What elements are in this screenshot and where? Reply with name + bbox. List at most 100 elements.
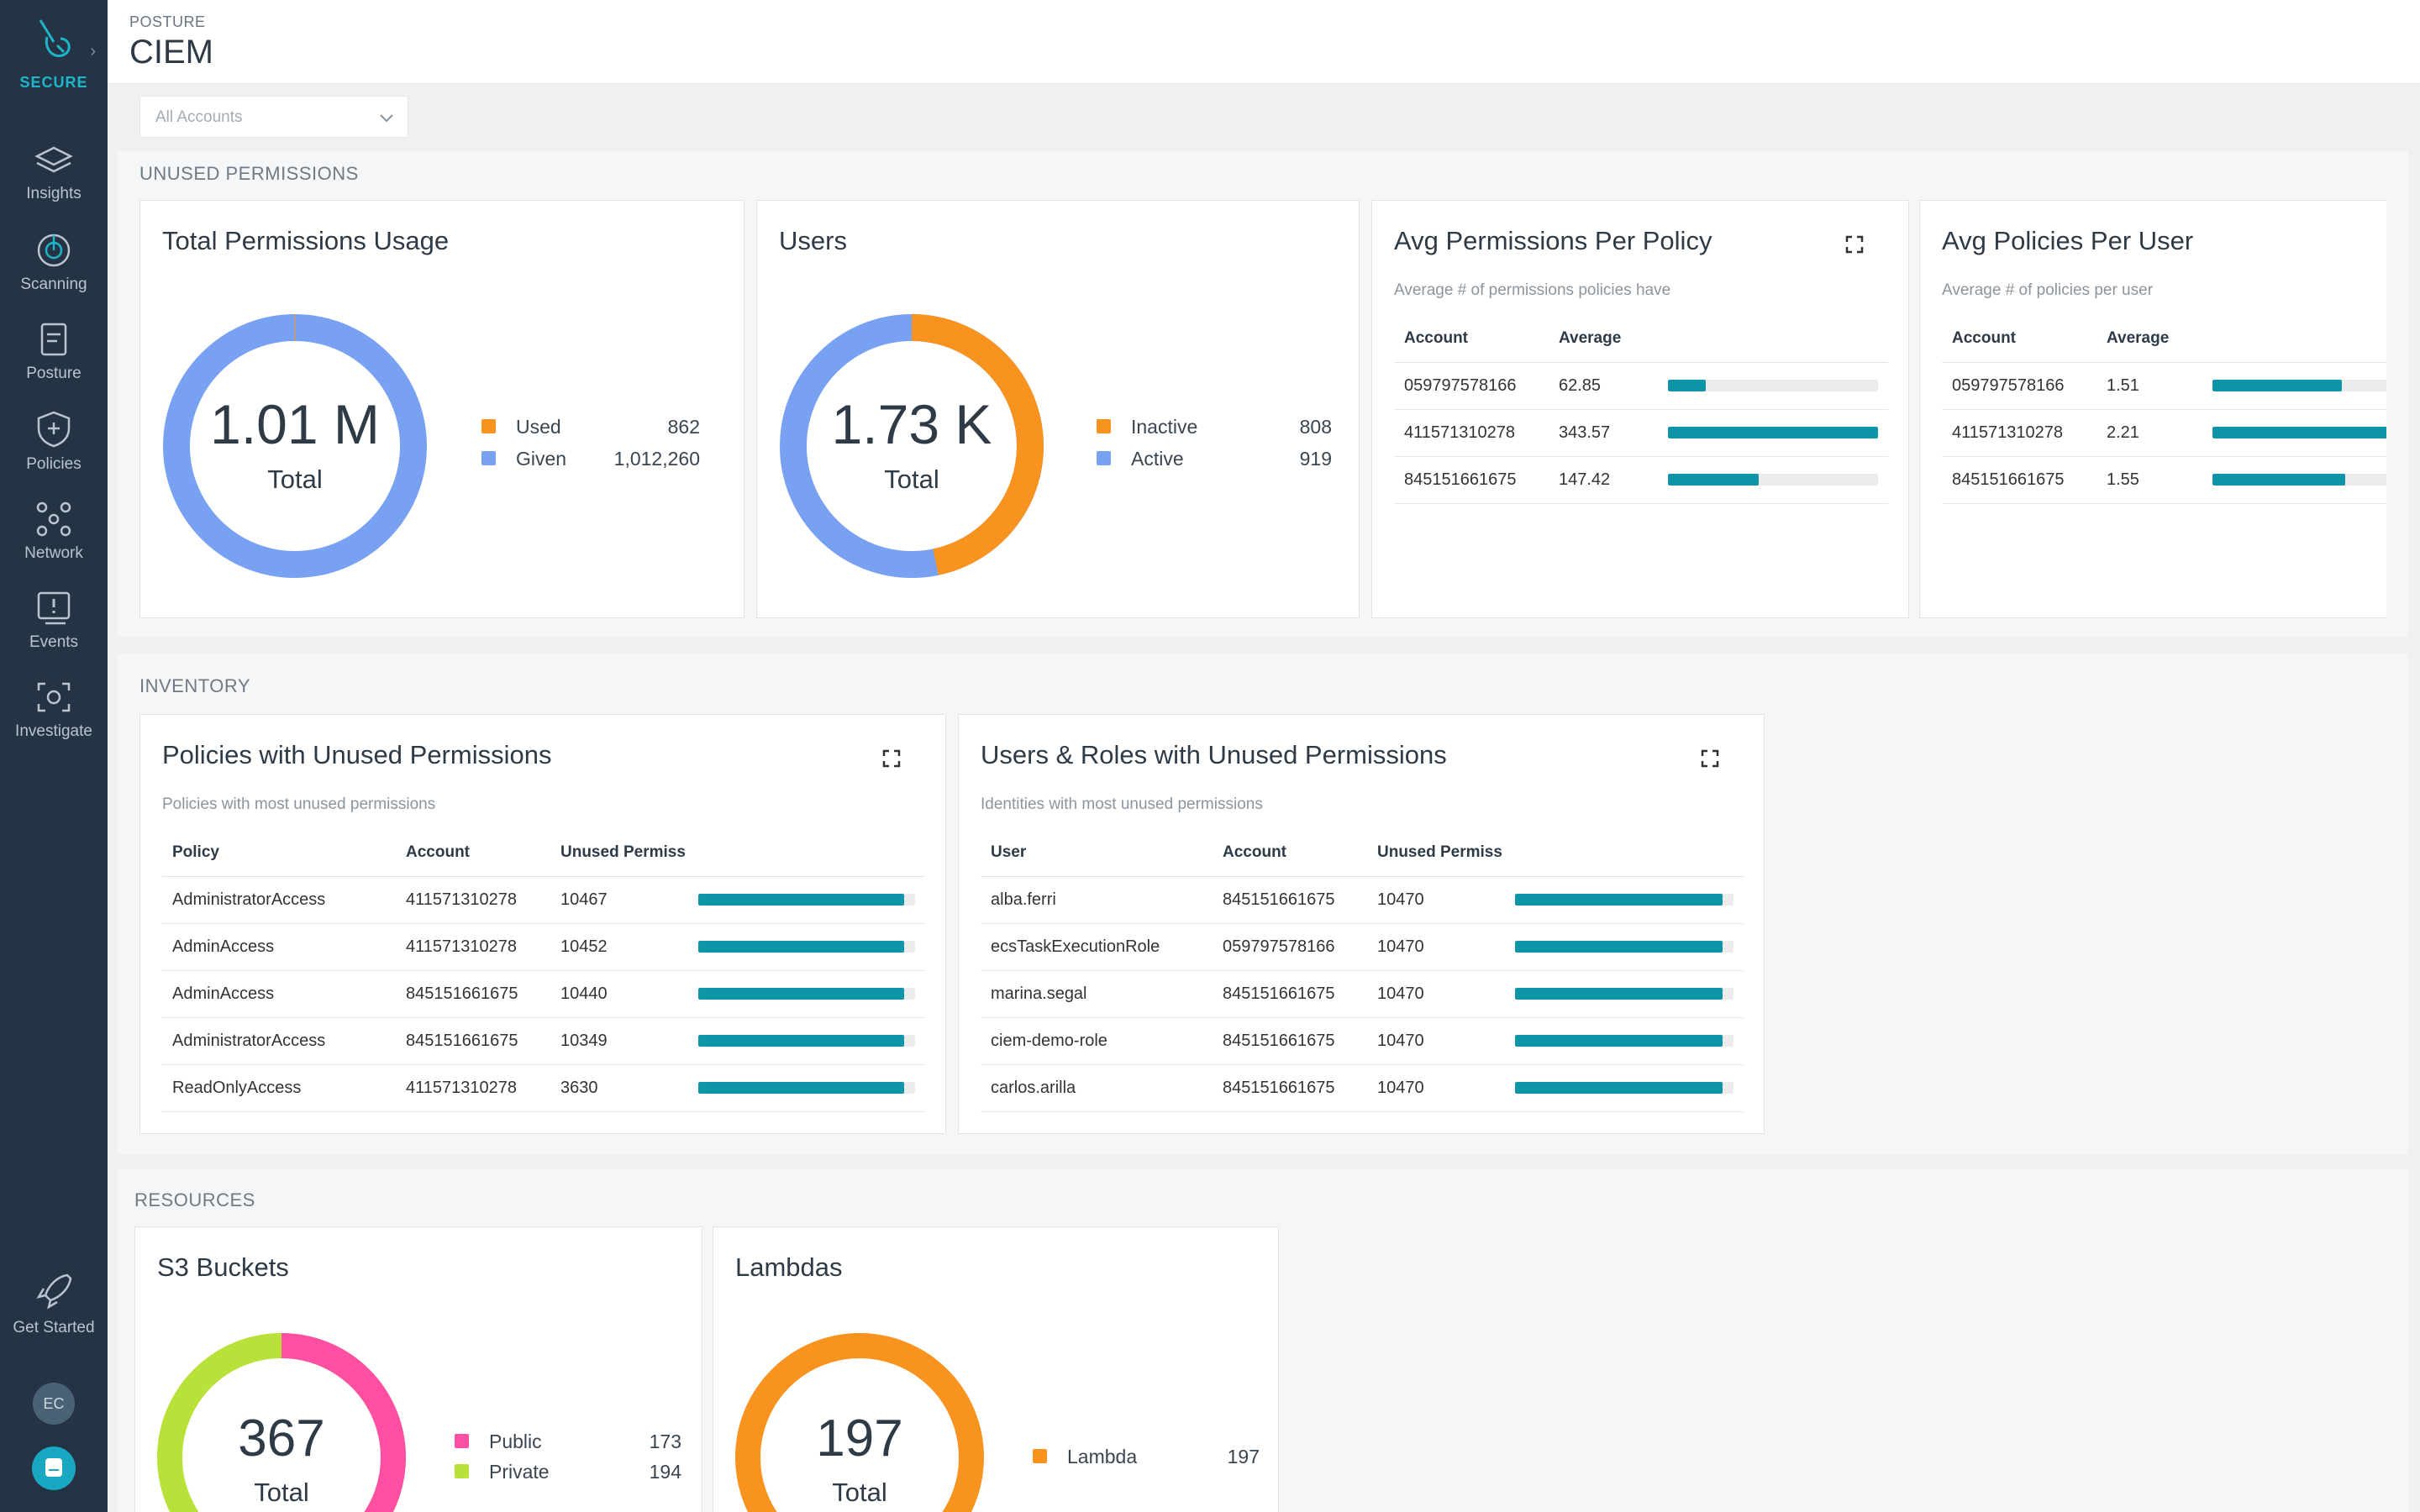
sidebar-item-network[interactable]: Network [0, 501, 108, 585]
policies-unused-card: Policies with Unused Permissions Policie… [139, 714, 946, 1134]
value-bar-fill [2212, 474, 2346, 486]
brand-logo[interactable]: SECURE [0, 17, 108, 109]
table-row[interactable]: carlos.arilla 845151661675 10470 [981, 1064, 1744, 1112]
table-row[interactable]: marina.segal 845151661675 10470 [981, 970, 1744, 1018]
column-header-user[interactable]: User [981, 829, 1213, 877]
table-row[interactable]: 059797578166 1.51 [1942, 362, 2386, 410]
table-row[interactable]: AdministratorAccess 411571310278 10467 [162, 876, 925, 924]
donut-center-value: 197 [816, 1410, 903, 1467]
users-roles-unused-card: Users & Roles with Unused Permissions Id… [958, 714, 1765, 1134]
column-header-account[interactable]: Account [1394, 315, 1549, 363]
sidebar-item-investigate[interactable]: Investigate [0, 679, 108, 763]
secure-logo-icon [39, 19, 71, 57]
account-select[interactable]: All Accounts [139, 96, 408, 138]
legend-item-lambda[interactable]: Lambda 197 [1033, 1446, 1268, 1468]
table-row[interactable]: AdminAccess 411571310278 10452 [162, 923, 925, 971]
sidebar-item-insights[interactable]: Insights [0, 143, 108, 227]
legend-value: 808 [1299, 416, 1332, 438]
donut-segment-public[interactable] [157, 1333, 406, 1512]
column-header-account[interactable]: Account [1942, 315, 2096, 363]
network-icon [36, 501, 71, 537]
cell-average: 343.57 [1549, 409, 1658, 457]
value-bar-fill [1668, 427, 1878, 438]
donut-segment-lambda[interactable] [735, 1333, 984, 1512]
table-row[interactable]: 845151661675 147.42 [1394, 456, 1888, 504]
cell-name: marina.segal [981, 970, 1213, 1018]
table-row[interactable]: 411571310278 343.57 [1394, 409, 1888, 457]
value-bar-fill [1515, 988, 1723, 1000]
value-bar-fill [1515, 1082, 1723, 1094]
legend-swatch [1033, 1449, 1047, 1464]
cell-unused: 10470 [1367, 1017, 1505, 1065]
column-header-account[interactable]: Account [1213, 829, 1367, 877]
column-header-average[interactable]: Average [1549, 315, 1658, 363]
legend-value: 1,012,260 [613, 448, 700, 470]
legend-item-given[interactable]: Given 1,012,260 [481, 448, 725, 470]
legend-label: Lambda [1067, 1446, 1138, 1467]
expand-icon[interactable] [1844, 234, 1865, 255]
legend-value: 862 [667, 416, 700, 438]
breadcrumb[interactable]: POSTURE [129, 13, 206, 30]
sidebar-item-posture[interactable]: Posture [0, 321, 108, 405]
get-started-link[interactable]: Get Started [0, 1272, 108, 1337]
legend-item-used[interactable]: Used 862 [481, 416, 725, 438]
value-bar-fill [698, 941, 905, 953]
table-row[interactable]: alba.ferri 845151661675 10470 [981, 876, 1744, 924]
legend-swatch [1097, 451, 1111, 466]
value-bar-fill [1515, 941, 1723, 953]
table-row[interactable]: AdministratorAccess 845151661675 10349 [162, 1017, 925, 1065]
sidebar-item-events[interactable]: Events [0, 590, 108, 674]
legend-label: Private [489, 1461, 550, 1483]
sidebar-item-policies[interactable]: Policies [0, 410, 108, 494]
table-row[interactable]: ciem-demo-role 845151661675 10470 [981, 1017, 1744, 1065]
value-bar [698, 988, 915, 1000]
table-row[interactable]: 845151661675 1.55 [1942, 456, 2386, 504]
column-header-average[interactable]: Average [2096, 315, 2202, 363]
cell-unused: 10440 [550, 970, 688, 1018]
table-row[interactable]: 059797578166 62.85 [1394, 362, 1888, 410]
legend-label: Given [516, 448, 567, 470]
column-header-unused[interactable]: Unused Permiss [1367, 829, 1505, 877]
legend-item-private[interactable]: Private 194 [455, 1461, 690, 1483]
donut-center-label: Total [832, 1478, 887, 1507]
expand-icon[interactable] [881, 748, 902, 769]
value-bar [1515, 941, 1733, 953]
table-row[interactable]: AdminAccess 845151661675 10440 [162, 970, 925, 1018]
total-permissions-donut: 1.01 M Total [162, 313, 428, 579]
column-header-unused[interactable]: Unused Permiss [550, 829, 688, 877]
cell-name: carlos.arilla [981, 1064, 1213, 1112]
value-bar [698, 1082, 915, 1094]
sidebar-expand-icon[interactable]: › [90, 42, 96, 60]
card-subtitle: Identities with most unused permissions [981, 795, 1263, 813]
legend-item-inactive[interactable]: Inactive 808 [1097, 416, 1340, 438]
donut-chart [735, 1333, 984, 1512]
cell-name: AdminAccess [162, 970, 396, 1018]
get-started-label: Get Started [13, 1319, 95, 1336]
value-bar-fill [698, 988, 905, 1000]
legend-label: Used [516, 416, 561, 438]
donut-segment-inactive[interactable] [780, 314, 1044, 578]
users-donut: 1.73 K Total [779, 313, 1044, 579]
table-row[interactable]: 411571310278 2.21 [1942, 409, 2386, 457]
donut-segment-used[interactable] [163, 314, 427, 578]
donut-center-value: 1.73 K [831, 393, 992, 455]
table-row[interactable]: ecsTaskExecutionRole 059797578166 10470 [981, 923, 1744, 971]
investigate-icon [37, 682, 71, 712]
legend-item-public[interactable]: Public 173 [455, 1431, 690, 1453]
users-roles-unused-table: User Account Unused Permiss alba.ferri 84… [981, 829, 1744, 1112]
users-card: Users 1.73 K Total Inactive 808 Active 9… [756, 200, 1360, 618]
shield-plus-icon [37, 411, 71, 448]
s3-donut: 367 Total [157, 1333, 406, 1512]
cell-average: 62.85 [1549, 362, 1658, 410]
user-avatar-button[interactable]: EC [0, 1383, 108, 1425]
table-row[interactable]: ReadOnlyAccess 411571310278 3630 [162, 1064, 925, 1112]
chat-button[interactable] [0, 1446, 108, 1490]
legend-item-active[interactable]: Active 919 [1097, 448, 1340, 470]
events-icon [37, 591, 71, 625]
cell-name: ecsTaskExecutionRole [981, 923, 1213, 971]
column-header-policy[interactable]: Policy [162, 829, 396, 877]
sidebar-item-scanning[interactable]: Scanning [0, 232, 108, 316]
legend-swatch [455, 1464, 469, 1479]
column-header-account[interactable]: Account [396, 829, 550, 877]
expand-icon[interactable] [1700, 748, 1720, 769]
